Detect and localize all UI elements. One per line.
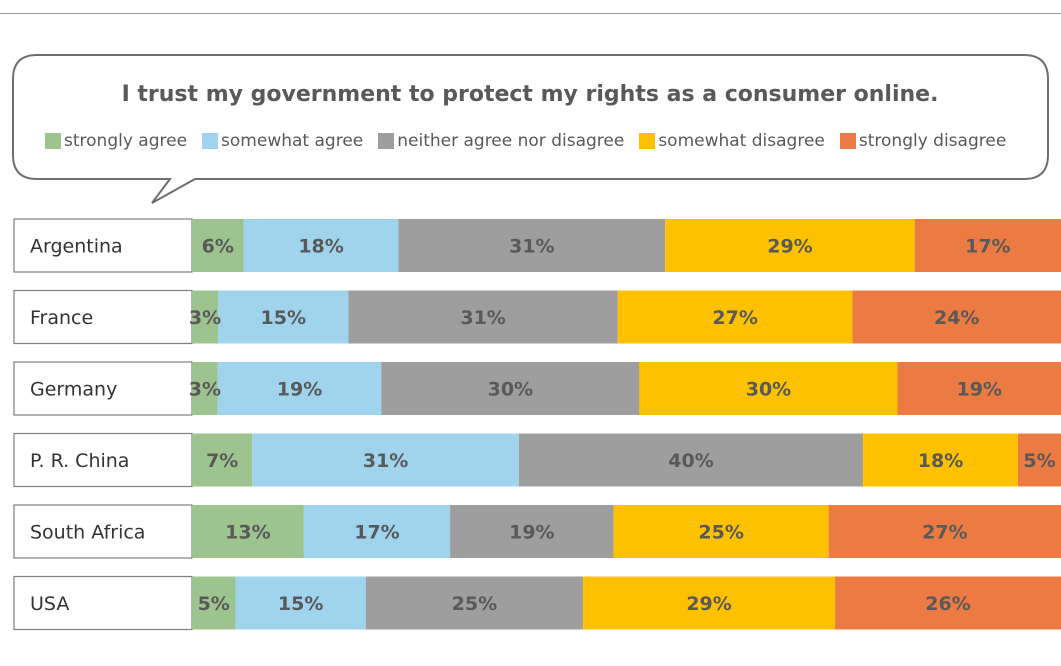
data-label: 19% bbox=[957, 379, 1002, 401]
legend-swatch bbox=[639, 133, 656, 149]
data-label: 25% bbox=[452, 593, 497, 615]
data-label: 24% bbox=[934, 307, 979, 329]
data-label: 27% bbox=[712, 307, 757, 329]
legend-swatch bbox=[45, 133, 61, 149]
data-label: 30% bbox=[488, 379, 533, 401]
legend-item-strongly-disagree: strongly disagree bbox=[839, 131, 1007, 151]
data-label: 7% bbox=[206, 450, 238, 472]
chart-legend: strongly agree somewhat agree neither agre… bbox=[45, 128, 1006, 154]
legend-label: strongly disagree bbox=[858, 131, 1007, 151]
data-label: 29% bbox=[686, 593, 731, 615]
data-label: 6% bbox=[202, 236, 234, 258]
bar-segment-somewhat-agree bbox=[218, 290, 349, 344]
bar-segment-neither-agree-nor-disagree bbox=[518, 433, 864, 487]
data-label: 15% bbox=[261, 307, 306, 329]
category-label: Argentina bbox=[30, 236, 123, 258]
category-label: South Africa bbox=[30, 522, 145, 544]
bar-row-germany: Germany 3% 19% 30% 30% 19% bbox=[13, 361, 1061, 416]
bar-row-usa: USA 5% 15% 25% 29% 26% bbox=[13, 575, 1061, 631]
data-label: 29% bbox=[767, 236, 812, 258]
category-label: USA bbox=[30, 593, 69, 615]
bar-segment-strongly-agree bbox=[192, 362, 218, 415]
category-label-box bbox=[13, 575, 193, 631]
top-divider bbox=[0, 13, 1061, 14]
bar-segment-somewhat-agree bbox=[243, 219, 399, 272]
data-label: 17% bbox=[965, 236, 1010, 258]
data-label: 25% bbox=[698, 522, 743, 544]
category-label-box bbox=[13, 218, 193, 273]
bar-segment-somewhat-disagree bbox=[617, 290, 853, 344]
data-label: 18% bbox=[298, 236, 343, 258]
chart-title: I trust my government to protect my righ… bbox=[121, 82, 939, 107]
data-label: 30% bbox=[746, 379, 791, 401]
legend-label: strongly agree bbox=[64, 131, 188, 151]
legend-item-somewhat-agree: somewhat agree bbox=[202, 131, 363, 151]
category-label-box bbox=[13, 504, 193, 559]
data-label: 3% bbox=[189, 307, 221, 329]
category-label: P. R. China bbox=[30, 450, 129, 472]
bar-segment-strongly-disagree bbox=[852, 290, 1061, 344]
bar-segment-strongly-agree bbox=[192, 505, 304, 558]
legend-item-somewhat-disagree: somewhat disagree bbox=[639, 131, 825, 151]
legend-swatch bbox=[202, 133, 219, 149]
bar-segment-strongly-disagree bbox=[914, 219, 1061, 272]
bar-segment-strongly-agree bbox=[192, 576, 236, 630]
bar-segment-strongly-agree bbox=[192, 290, 219, 344]
data-label: 15% bbox=[278, 593, 323, 615]
data-label: 5% bbox=[1023, 450, 1055, 472]
legend-swatch bbox=[839, 133, 856, 149]
bar-row-p-r-china: P. R. China 7% 31% 40% 18% 5% bbox=[13, 432, 1061, 488]
data-label: 13% bbox=[225, 522, 270, 544]
bar-segment-somewhat-disagree bbox=[583, 576, 836, 630]
data-label: 40% bbox=[668, 450, 713, 472]
data-label: 17% bbox=[354, 522, 399, 544]
bar-segment-strongly-disagree bbox=[897, 362, 1061, 415]
data-label: 19% bbox=[509, 522, 554, 544]
bar-segment-somewhat-disagree bbox=[613, 505, 829, 558]
data-label: 27% bbox=[922, 522, 967, 544]
bar-segment-somewhat-disagree bbox=[863, 433, 1018, 487]
data-label: 31% bbox=[460, 307, 505, 329]
category-label: France bbox=[30, 307, 93, 329]
bar-segment-strongly-agree bbox=[192, 219, 244, 272]
category-label-box bbox=[13, 289, 193, 345]
legend-item-neither-agree-nor-disagree: neither agree nor disagree bbox=[378, 131, 624, 151]
bar-segment-somewhat-agree bbox=[303, 505, 451, 558]
bar-segment-strongly-disagree bbox=[1017, 433, 1061, 487]
category-label: Germany bbox=[30, 379, 117, 401]
data-label: 18% bbox=[918, 450, 963, 472]
legend-label: somewhat agree bbox=[221, 131, 364, 151]
bar-segment-neither-agree-nor-disagree bbox=[398, 219, 666, 272]
data-label: 31% bbox=[509, 236, 554, 258]
bar-row-argentina: Argentina 6% 18% 31% 29% 17% bbox=[13, 218, 1061, 273]
bar-segment-somewhat-agree bbox=[252, 433, 519, 487]
bar-segment-neither-agree-nor-disagree bbox=[365, 576, 584, 630]
bar-row-south-africa: South Africa 13% 17% 19% 25% 27% bbox=[13, 504, 1061, 559]
bar-segment-neither-agree-nor-disagree bbox=[381, 362, 640, 415]
bar-segment-somewhat-agree bbox=[217, 362, 382, 415]
legend-swatch bbox=[378, 133, 395, 149]
data-label: 19% bbox=[277, 379, 322, 401]
bar-segment-somewhat-disagree bbox=[665, 219, 915, 272]
legend-label: neither agree nor disagree bbox=[397, 131, 625, 151]
bar-row-france: France 3% 15% 31% 27% 24% bbox=[13, 289, 1061, 345]
bar-segment-neither-agree-nor-disagree bbox=[348, 290, 618, 344]
bar-segment-somewhat-agree bbox=[235, 576, 366, 630]
data-label: 5% bbox=[198, 593, 230, 615]
legend-label: somewhat disagree bbox=[658, 131, 825, 151]
bar-segment-somewhat-disagree bbox=[639, 362, 898, 415]
bar-segment-strongly-agree bbox=[192, 433, 253, 487]
bar-segment-neither-agree-nor-disagree bbox=[450, 505, 614, 558]
legend-item-strongly-agree: strongly agree bbox=[45, 131, 187, 151]
bar-segment-strongly-disagree bbox=[835, 576, 1061, 630]
bar-segment-strongly-disagree bbox=[828, 505, 1061, 558]
data-label: 26% bbox=[925, 593, 970, 615]
speech-bubble bbox=[12, 54, 1049, 204]
data-label: 31% bbox=[363, 450, 408, 472]
data-label: 3% bbox=[189, 379, 221, 401]
